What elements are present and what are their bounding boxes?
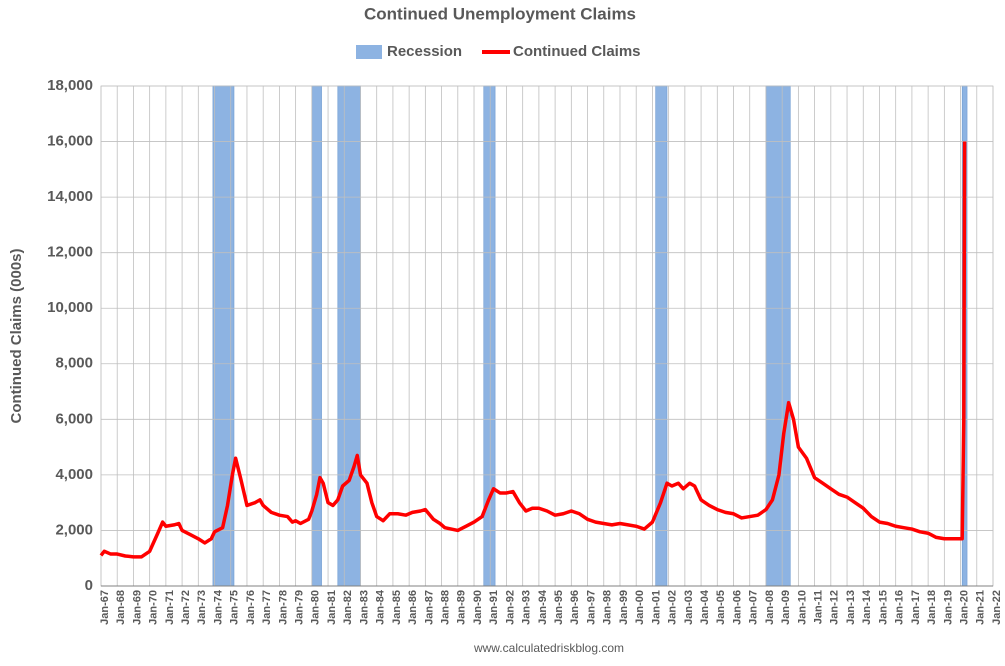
x-tick-label: Jan-69	[131, 590, 143, 625]
x-tick-label: Jan-98	[602, 590, 614, 625]
x-tick-label: Jan-77	[261, 590, 273, 625]
x-tick-label: Jan-70	[148, 590, 160, 625]
x-tick-label: Jan-73	[196, 590, 208, 625]
x-tick-label: Jan-86	[407, 590, 419, 625]
x-tick-label: Jan-91	[488, 590, 500, 625]
x-tick-label: Jan-80	[310, 590, 322, 625]
x-tick-label: Jan-12	[829, 590, 841, 625]
x-tick-label: Jan-75	[229, 590, 241, 625]
x-tick-label: Jan-95	[553, 590, 565, 625]
x-tick-label: Jan-76	[245, 590, 257, 625]
x-tick-label: Jan-10	[796, 590, 808, 625]
x-tick-label: Jan-74	[212, 589, 224, 625]
y-tick-label: 18,000	[47, 77, 93, 94]
plot-area	[100, 85, 994, 587]
x-tick-label: Jan-17	[910, 590, 922, 625]
x-tick-label: Jan-72	[180, 590, 192, 625]
source: www.calculatedriskblog.com	[473, 641, 624, 655]
x-tick-label: Jan-21	[975, 590, 987, 625]
x-tick-label: Jan-88	[439, 590, 451, 625]
x-tick-label: Jan-13	[845, 590, 857, 625]
x-tick-label: Jan-05	[715, 590, 727, 625]
x-tick-label: Jan-07	[748, 590, 760, 625]
x-tick-label: Jan-79	[294, 590, 306, 625]
x-tick-label: Jan-02	[667, 590, 679, 625]
data-line	[99, 141, 967, 559]
x-tick-label: Jan-14	[861, 589, 873, 625]
x-tick-label: Jan-22	[991, 590, 1003, 625]
x-tick-label: Jan-83	[358, 590, 370, 625]
x-tick-label: Jan-18	[926, 590, 938, 625]
y-tick-label: 12,000	[47, 244, 93, 261]
x-tick-label: Jan-99	[618, 590, 630, 625]
x-tick-label: Jan-16	[894, 590, 906, 625]
x-tick-label: Jan-00	[634, 590, 646, 625]
x-tick-label: Jan-15	[877, 590, 889, 625]
x-tick-label: Jan-08	[764, 590, 776, 625]
legend-label: Continued Claims	[513, 43, 641, 60]
x-tick-label: Jan-81	[326, 590, 338, 625]
legend-label: Recession	[387, 43, 462, 60]
y-tick-label: 14,000	[47, 188, 93, 205]
x-tick-label: Jan-96	[569, 590, 581, 625]
recession-band	[765, 85, 791, 587]
chart-title: Continued Unemployment Claims	[364, 4, 636, 23]
x-tick-label: Jan-90	[472, 590, 484, 625]
y-tick-label: 16,000	[47, 133, 93, 150]
y-tick-label: 0	[85, 577, 93, 594]
y-tick-label: 6,000	[55, 410, 93, 427]
y-tick-label: 2,000	[55, 521, 93, 538]
x-tick-label: Jan-85	[391, 590, 403, 625]
x-tick-label: Jan-87	[423, 590, 435, 625]
y-tick-label: 8,000	[55, 355, 93, 372]
recession-band	[337, 85, 361, 587]
y-tick-label: 10,000	[47, 299, 93, 316]
x-tick-label: Jan-20	[958, 590, 970, 625]
x-tick-label: Jan-06	[731, 590, 743, 625]
x-tick-label: Jan-84	[375, 589, 387, 625]
y-axis-label: Continued Claims (000s)	[8, 248, 25, 423]
x-tick-label: Jan-19	[942, 590, 954, 625]
x-tick-label: Jan-04	[699, 589, 711, 625]
x-tick-label: Jan-89	[456, 590, 468, 625]
legend-swatch	[356, 45, 382, 59]
x-tick-label: Jan-71	[164, 590, 176, 625]
x-tick-label: Jan-11	[813, 590, 825, 624]
x-tick-label: Jan-01	[650, 590, 662, 625]
x-tick-label: Jan-94	[537, 589, 549, 625]
y-tick-label: 4,000	[55, 466, 93, 483]
x-tick-label: Jan-67	[99, 590, 111, 625]
x-tick-label: Jan-93	[521, 590, 533, 625]
x-tick-label: Jan-78	[277, 590, 289, 625]
x-tick-label: Jan-03	[683, 590, 695, 625]
x-tick-label: Jan-97	[585, 590, 597, 625]
x-tick-label: Jan-92	[504, 590, 516, 625]
x-tick-label: Jan-82	[342, 590, 354, 625]
x-tick-label: Jan-68	[115, 590, 127, 625]
x-tick-label: Jan-09	[780, 590, 792, 625]
